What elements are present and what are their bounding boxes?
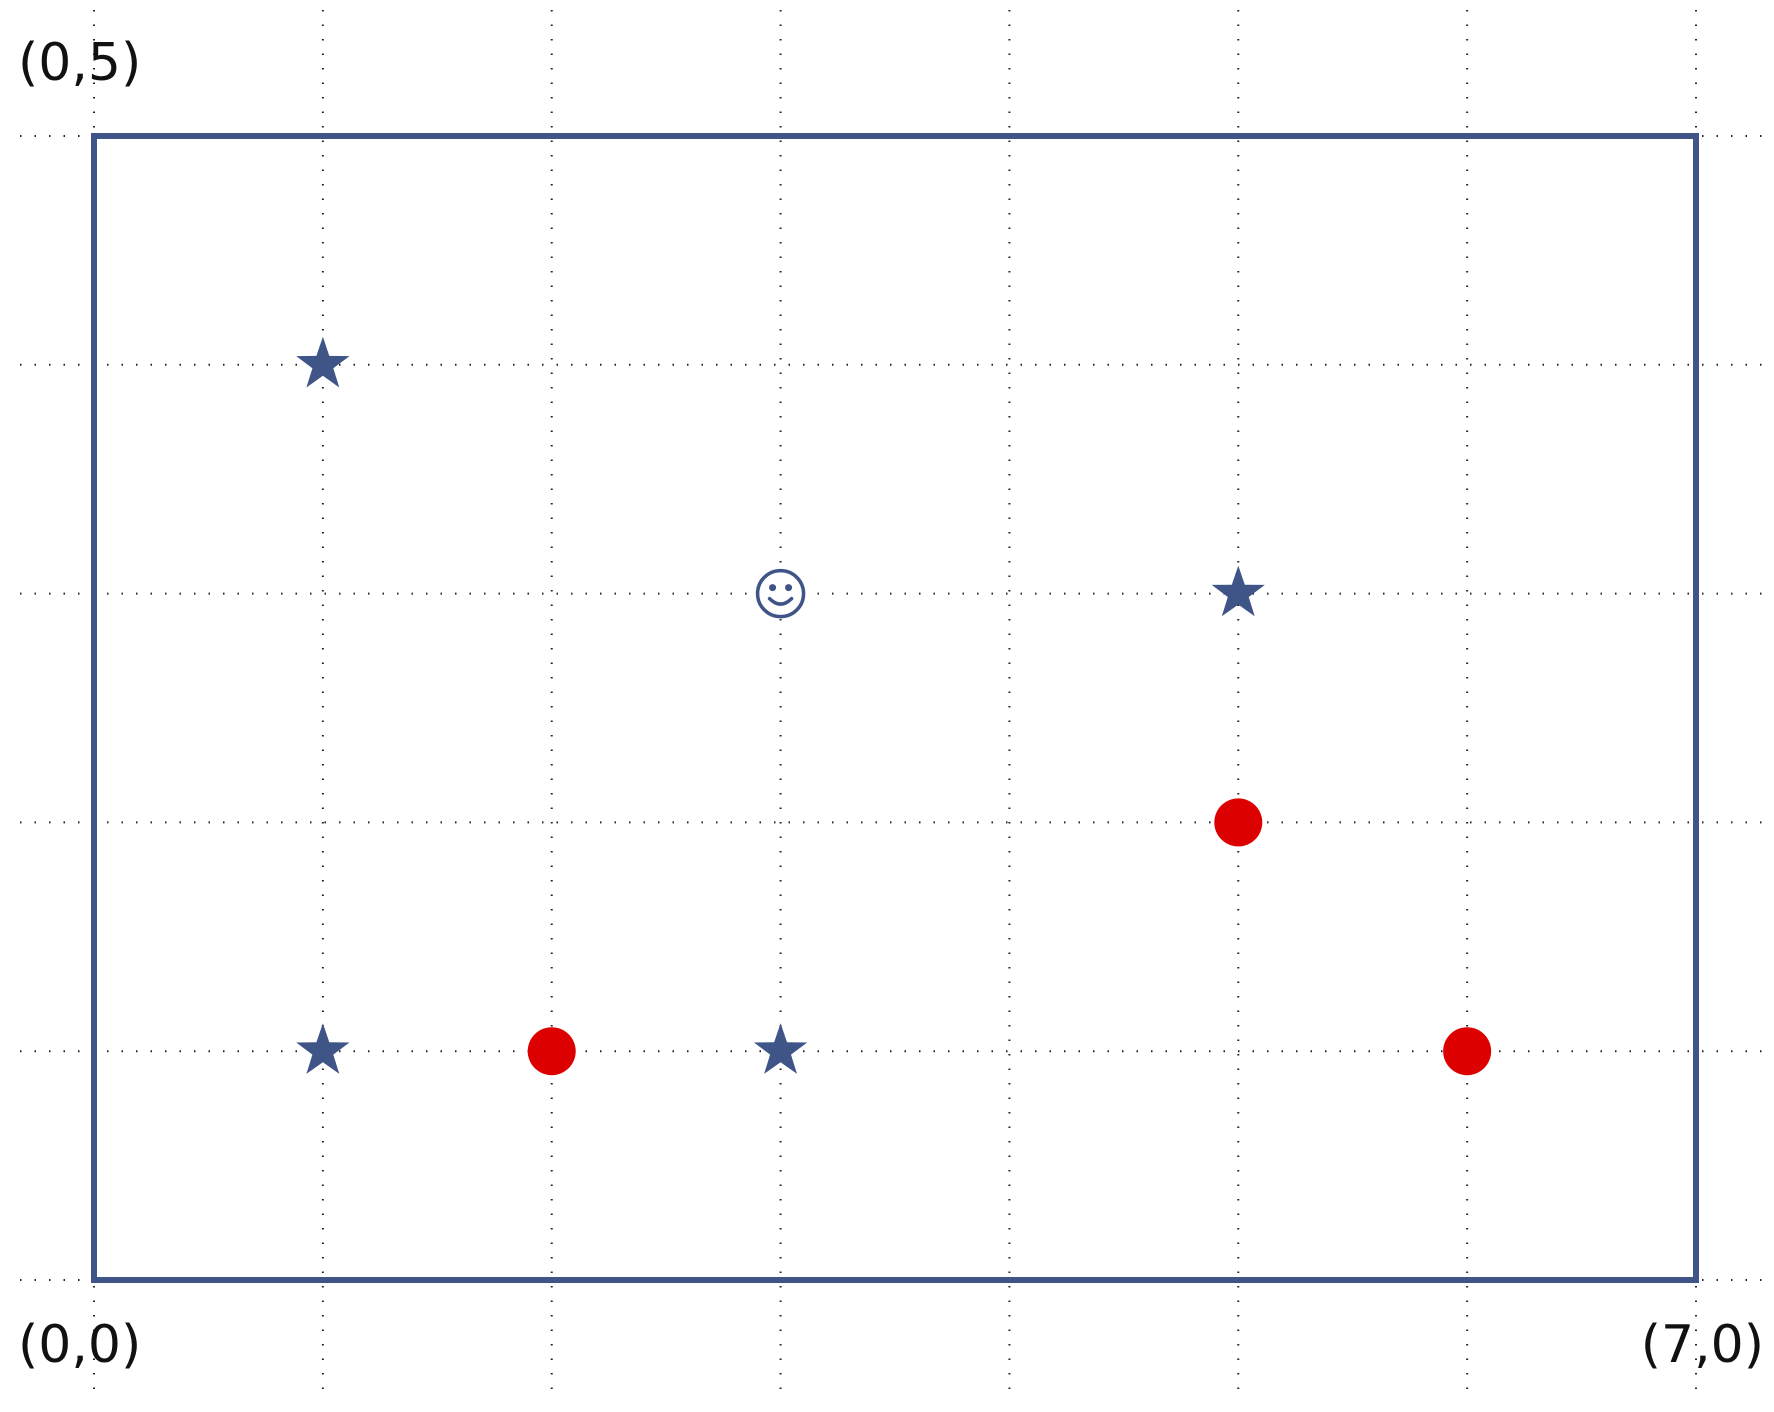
red-dot-icon [1214, 798, 1263, 847]
corner-label-bottom-right: (7,0) [1641, 1315, 1764, 1375]
board-frame [91, 133, 1699, 1283]
corner-label-bottom-left: (0,0) [18, 1315, 141, 1375]
grid-lines [20, 10, 1770, 1402]
red-dot-icon [1443, 1027, 1492, 1076]
star-icon [1211, 565, 1265, 617]
markers [296, 336, 1492, 1076]
star-icon [296, 1023, 350, 1074]
corner-label-top-left: (0,5) [18, 33, 141, 93]
star-icon [296, 336, 350, 388]
smiley-face-icon [755, 568, 806, 619]
red-dot-icon [527, 1027, 576, 1076]
star-icon [753, 1023, 808, 1074]
